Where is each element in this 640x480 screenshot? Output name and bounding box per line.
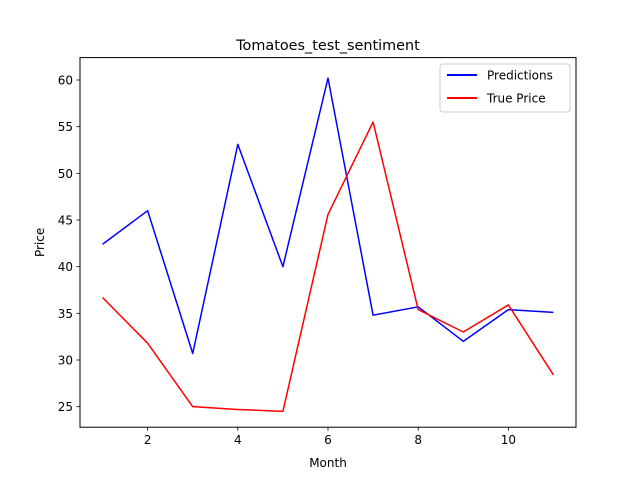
x-tick-label: 8: [414, 433, 422, 447]
y-tick-label: 25: [58, 400, 73, 414]
y-tick-label: 35: [58, 307, 73, 321]
legend-label-predictions: Predictions: [487, 69, 553, 83]
y-axis-ticks: 25 30 35 40 45 50 55 60: [58, 74, 80, 414]
plot-area-frame: [79, 57, 577, 428]
series-lines: [102, 77, 555, 413]
y-tick-label: 50: [58, 167, 73, 181]
x-tick-label: 2: [144, 433, 152, 447]
x-tick-label: 4: [234, 433, 242, 447]
legend-label-true-price: True Price: [486, 92, 546, 106]
x-tick-label: 10: [501, 433, 516, 447]
y-tick-label: 55: [58, 120, 73, 134]
chart-title: Tomatoes_test_sentiment: [235, 38, 420, 54]
x-axis-ticks: 2 4 6 8 10: [144, 427, 516, 447]
legend: Predictions True Price: [439, 63, 571, 113]
x-axis-label: Month: [309, 456, 347, 470]
x-tick-label: 6: [324, 433, 332, 447]
series-line-true-price: [102, 121, 555, 413]
y-tick-label: 40: [58, 260, 73, 274]
y-tick-label: 45: [58, 214, 73, 228]
y-tick-label: 30: [58, 354, 73, 368]
y-axis-label: Price: [33, 228, 47, 257]
series-line-predictions: [102, 77, 554, 355]
y-tick-label: 60: [58, 74, 73, 88]
